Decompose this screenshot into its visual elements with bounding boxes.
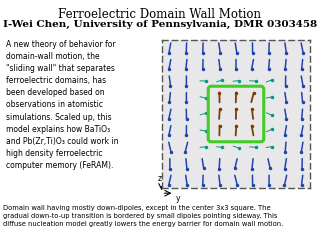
Text: y: y xyxy=(176,194,180,204)
Text: I-Wei Chen, University of Pennsylvania, DMR 0303458: I-Wei Chen, University of Pennsylvania, … xyxy=(3,20,317,30)
Text: z: z xyxy=(157,174,161,183)
Text: Ferroelectric Domain Wall Motion: Ferroelectric Domain Wall Motion xyxy=(59,8,261,21)
Text: A new theory of behavior for
domain-wall motion, the
"sliding wall" that separat: A new theory of behavior for domain-wall… xyxy=(6,40,119,170)
Text: Domain wall having mostly down-dipoles, except in the center 3x3 square. The
gra: Domain wall having mostly down-dipoles, … xyxy=(3,205,284,227)
